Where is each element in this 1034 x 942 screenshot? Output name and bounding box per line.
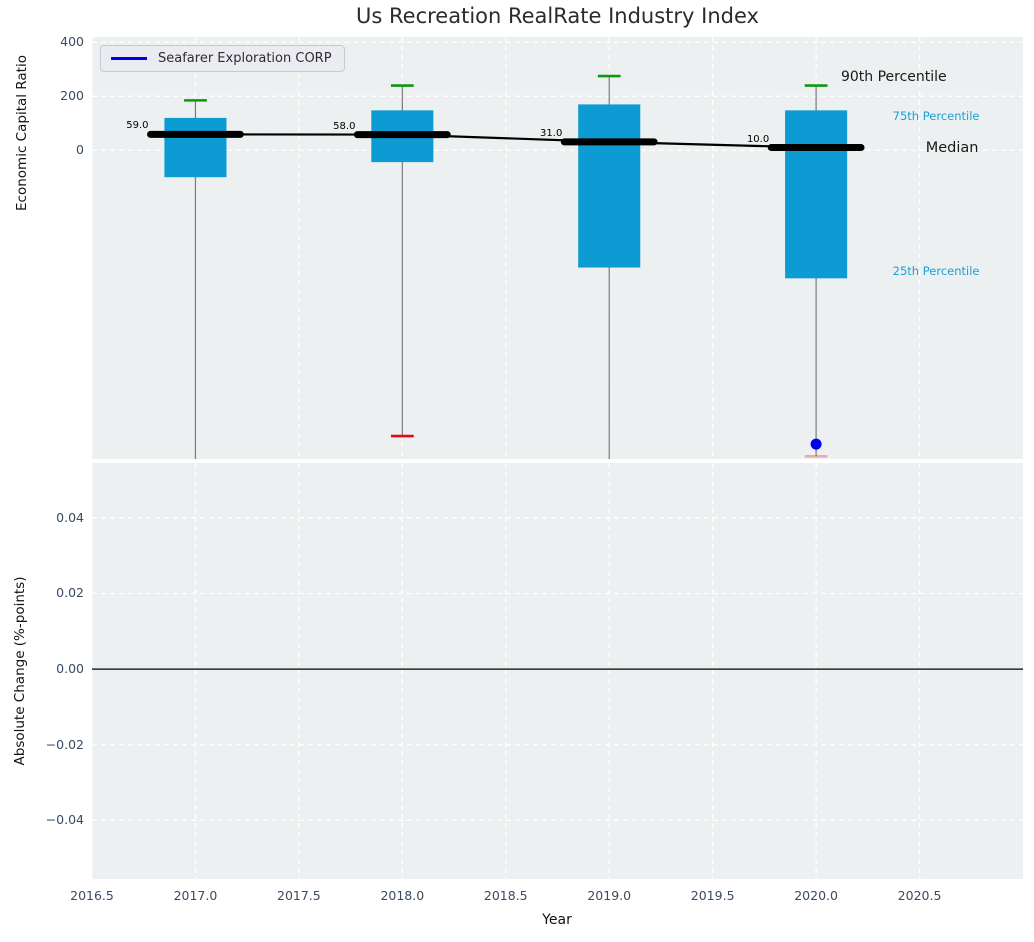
y-tick-label: −0.02 — [45, 736, 84, 752]
x-tick-label: 2018.5 — [483, 888, 528, 903]
annotation-90th-percentile: 90th Percentile — [840, 69, 947, 86]
annotation-median: Median — [925, 140, 979, 157]
x-tick-label: 2019.5 — [690, 888, 735, 903]
median-value-label: 58.0 — [333, 120, 356, 132]
y-tick-label: −0.04 — [45, 812, 84, 828]
bottom-plot-svg — [92, 463, 1023, 879]
box-2017 — [164, 117, 227, 178]
median-value-label: 10.0 — [746, 133, 770, 145]
top-plot-area: Seafarer Exploration CORP 59.0 58.0 31.0 10… — [92, 37, 1023, 459]
chart-title: Us Recreation RealRate Industry Index — [356, 4, 759, 28]
y-tick-label: 0.02 — [56, 585, 84, 601]
top-y-axis-label: Economic Capital Ratio — [14, 55, 30, 211]
median-value-label: 59.0 — [126, 120, 149, 132]
y-tick-label: 200 — [60, 88, 84, 104]
x-tick-label: 2018.0 — [380, 888, 425, 903]
y-tick-label: 0.00 — [56, 661, 84, 677]
legend: Seafarer Exploration CORP — [100, 45, 345, 72]
x-tick-label: 2017.5 — [277, 888, 321, 903]
box-2019 — [578, 104, 641, 268]
top-plot-svg — [92, 37, 1023, 459]
annotation-25th-percentile: 25th Percentile — [892, 264, 980, 279]
legend-line-swatch — [111, 57, 147, 60]
bottom-y-axis-label: Absolute Change (%-points) — [12, 576, 28, 766]
x-axis-label: Year — [542, 912, 572, 928]
x-tick-label: 2016.5 — [70, 888, 114, 903]
bottom-plot-area — [92, 463, 1023, 879]
legend-label: Seafarer Exploration CORP — [158, 51, 332, 66]
y-tick-label: 400 — [60, 34, 84, 50]
annotation-75th-percentile: 75th Percentile — [892, 109, 980, 123]
company-point — [810, 438, 822, 450]
median-value-label: 31.0 — [540, 127, 563, 139]
x-tick-label: 2020.0 — [794, 888, 838, 903]
x-tick-label: 2019.0 — [587, 888, 632, 903]
y-tick-label: 0 — [76, 142, 84, 158]
box-2020 — [785, 110, 848, 279]
x-tick-label: 2017.0 — [173, 888, 218, 903]
x-tick-label: 2020.5 — [897, 888, 942, 903]
median-connector-line — [195, 133, 817, 149]
y-tick-label: 0.04 — [56, 509, 84, 525]
